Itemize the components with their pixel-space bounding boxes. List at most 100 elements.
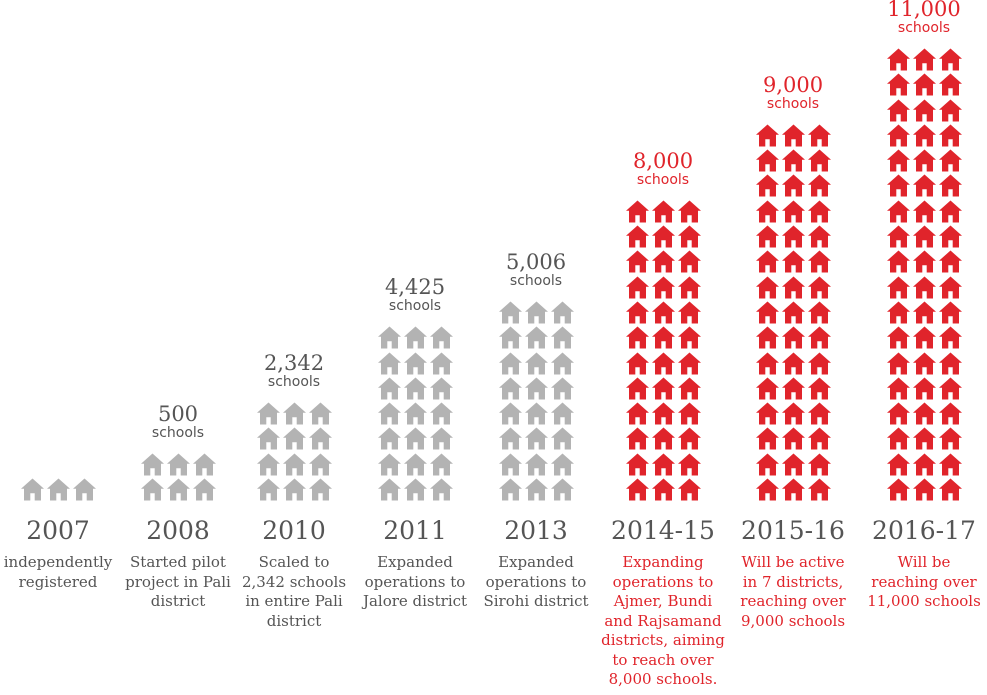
house-icon [781,149,805,172]
value-number: 8,000 [632,148,694,173]
house-icon [938,326,962,349]
house-icon [938,352,962,374]
house-icon [807,276,831,299]
house-icon [429,427,453,450]
year-label: 2008 [146,516,210,545]
chart-column-2008: 500 schools 2008 Started pilot project in P… [118,0,238,695]
house-icon [938,124,962,147]
house-icon [625,453,649,476]
house-icon [166,453,190,476]
chart-column-2015-16: 9,000 schools 2015-16 Will be active in 7 d… [733,0,853,695]
house-icon [550,427,574,450]
house-icon [377,478,401,501]
house-icon [781,225,805,248]
house-icon [938,377,962,400]
house-icon [677,225,701,248]
house-icon [886,352,910,374]
house-icon [886,124,910,147]
house-icon [938,99,962,121]
value-unit: schools [766,95,820,112]
house-icon [912,402,936,425]
house-icon [677,326,701,349]
house-icon [677,276,701,299]
house-icon [20,478,44,501]
house-icon [807,301,831,324]
house-icon [498,478,522,501]
house-icon [938,478,962,501]
house-icon [886,453,910,476]
year-label: 2016-17 [872,516,976,545]
house-icon [625,250,649,273]
house-icon [625,326,649,349]
house-icon [755,276,779,299]
house-icon [166,478,190,501]
house-icon [403,326,427,349]
house-icon [625,427,649,450]
value-number: 4,425 [384,275,446,300]
house-icon [912,225,936,248]
house-icon [377,402,401,425]
house-icon [886,478,910,501]
house-icon [781,174,805,197]
house-icon [498,301,522,324]
house-icon [677,301,701,324]
house-icon [308,453,332,476]
house-icon [377,453,401,476]
year-label: 2010 [262,516,326,545]
house-icon [403,377,427,400]
value-unit: schools [636,171,690,188]
house-icon [938,250,962,273]
house-icon [677,402,701,425]
house-icon [256,402,280,425]
house-icon [140,453,164,476]
house-icon [781,301,805,324]
house-icon [755,250,779,273]
house-icon [755,326,779,349]
house-icon [256,453,280,476]
house-icon [912,352,936,374]
value-label: 2,342 schools [234,353,354,391]
house-icon [308,427,332,450]
house-icon [677,478,701,501]
house-icon [498,352,522,374]
house-icon [781,326,805,349]
house-icon [781,427,805,450]
chart-column-2013: 5,006 schools 2013 Expanded operations to S… [476,0,596,695]
house-icon [807,149,831,172]
description-label: Expanded operations to Sirohi district [483,553,589,610]
house-icon [886,200,910,223]
house-icon [403,402,427,425]
house-icon [755,200,779,223]
house-icon [886,73,910,96]
house-icon [651,427,675,450]
year-label: 2011 [383,516,447,545]
value-unit: schools [267,374,321,391]
value-number: 11,000 [887,0,961,21]
house-icon [625,352,649,374]
house-icon [755,301,779,324]
description-label: Scaled to 2,342 schools in entire Pali d… [241,553,347,630]
description-label: Expanded operations to Jalore district [362,553,468,610]
chart-column-2014-15: 8,000 schools 2014-15 Expanding operations … [601,0,725,695]
house-icon [282,427,306,450]
house-icon [256,427,280,450]
house-icon [781,124,805,147]
house-icon [938,149,962,172]
house-icon [625,301,649,324]
house-icon [938,73,962,96]
house-icon [938,427,962,450]
house-icon [912,174,936,197]
house-icon [912,250,936,273]
house-icon [429,352,453,374]
house-icon [651,402,675,425]
value-unit: schools [509,272,563,289]
house-icon [429,478,453,501]
year-label: 2007 [26,516,90,545]
house-icon [807,326,831,349]
house-icon [677,200,701,223]
house-icon [192,453,216,476]
chart-column-2010: 2,342 schools 2010 Scaled to 2,342 schools … [234,0,354,695]
house-icon [886,276,910,299]
house-icon [677,377,701,400]
house-icon [755,124,779,147]
